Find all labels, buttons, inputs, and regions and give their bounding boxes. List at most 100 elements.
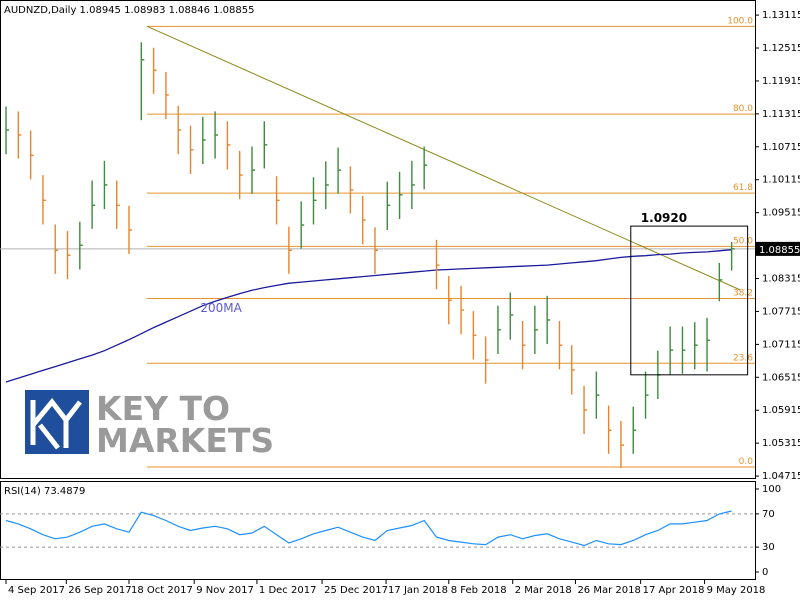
price-bar: [411, 160, 415, 210]
price-bar: [91, 180, 96, 229]
rsi-tick-label: 70: [762, 509, 775, 520]
price-bar: [251, 146, 255, 194]
rsi-tick-label: 30: [762, 542, 775, 553]
y-tick-label: 1.10115: [762, 175, 800, 186]
price-bar: [521, 321, 526, 370]
price-bar: [669, 326, 674, 375]
price-bar: [484, 336, 489, 384]
y-tick-label: 1.10715: [762, 142, 800, 153]
x-tick-label: 26 Sep 2017: [68, 585, 131, 596]
price-bar: [448, 276, 452, 325]
y-tick-label: 1.09515: [762, 208, 800, 219]
price-bar: [546, 295, 551, 345]
price-bar: [644, 371, 649, 419]
price-bar: [312, 177, 317, 225]
y-tick-label: 1.11915: [762, 76, 800, 87]
price-bar: [177, 105, 182, 155]
y-tick-label: 1.07115: [762, 339, 800, 350]
x-tick-label: 25 Dec 2017: [324, 585, 388, 596]
price-bar: [423, 146, 428, 190]
price-bar: [620, 420, 624, 469]
price-bar: [238, 150, 243, 200]
price-bar: [706, 317, 711, 372]
x-tick-label: 1 Dec 2017: [259, 585, 317, 596]
price-bar: [300, 201, 305, 249]
price-bar: [583, 385, 588, 435]
price-bar: [460, 285, 465, 335]
price-bar: [66, 231, 71, 280]
price-bar: [571, 345, 575, 395]
x-tick-label: 18 Oct 2017: [131, 585, 193, 596]
price-bar: [607, 405, 612, 454]
price-bar: [349, 166, 354, 214]
price-bar: [435, 239, 440, 290]
price-bar: [325, 161, 329, 210]
price-pane: [0, 0, 756, 479]
price-bar: [226, 121, 231, 170]
rsi-tick-label: 100: [762, 484, 781, 495]
fib-label: 23.6: [733, 353, 753, 363]
price-bar: [29, 130, 34, 180]
rsi-pane: [0, 481, 756, 580]
price-bar: [374, 227, 378, 274]
logo-glyph: [30, 398, 82, 450]
y-tick-label: 1.13115: [762, 10, 800, 21]
x-tick-label: 26 Mar 2018: [577, 585, 640, 596]
x-tick-label: 2 Mar 2018: [515, 585, 572, 596]
price-bar: [337, 147, 342, 194]
price-bar: [165, 71, 169, 120]
price-bar: [214, 111, 219, 159]
current-price-label: 1.08855: [759, 245, 800, 256]
moving-average: [5, 249, 732, 383]
x-tick-label: 9 May 2018: [707, 585, 766, 596]
y-tick-label: 1.08315: [762, 274, 800, 285]
price-bar: [632, 406, 637, 454]
fib-label: 80.0: [733, 104, 753, 114]
price-bar: [275, 176, 280, 225]
fib-label: 0.0: [739, 457, 754, 467]
y-tick-label: 1.04715: [762, 471, 800, 482]
fib-label: 100.0: [727, 16, 753, 26]
price-bar: [42, 175, 46, 225]
price-bar: [730, 242, 735, 271]
current-price-tag: [756, 241, 800, 256]
x-tick-label: 8 Feb 2018: [451, 585, 507, 596]
chart-header: AUDNZD,Daily 1.08945 1.08983 1.08846 1.0…: [4, 5, 255, 16]
price-bar: [79, 221, 83, 270]
logo: KEY TO MARKETS: [25, 389, 274, 460]
price-bar: [534, 305, 538, 354]
price-bar: [595, 371, 600, 419]
price-bar: [17, 111, 22, 159]
fib-label: 38.2: [733, 289, 753, 299]
price-bar: [472, 311, 477, 360]
price-bar: [398, 171, 403, 219]
price-bar: [116, 180, 120, 229]
price-bar: [128, 205, 133, 255]
price-bar: [202, 116, 206, 165]
y-tick-label: 1.05915: [762, 405, 800, 416]
x-tick-label: 17 Jan 2018: [388, 585, 448, 596]
rsi-tick-label: 0: [762, 567, 768, 578]
price-bar: [694, 322, 698, 370]
price-bar: [140, 42, 145, 121]
price-bar: [263, 121, 268, 169]
y-tick-label: 1.11315: [762, 109, 800, 120]
price-bar: [361, 195, 366, 245]
price-bar: [718, 262, 723, 302]
price-bar: [152, 47, 157, 94]
price-bar: [288, 226, 292, 274]
y-tick-label: 1.06515: [762, 372, 800, 383]
price-bar: [558, 321, 563, 370]
price-bar: [189, 125, 194, 174]
fib-label: 50.0: [733, 236, 753, 246]
highlight-box: [630, 225, 749, 376]
y-tick-label: 1.07715: [762, 306, 800, 317]
fib-label: 61.8: [733, 183, 753, 193]
x-tick-label: 17 Apr 2018: [643, 585, 705, 596]
rsi-title: RSI(14) 73.4879: [4, 486, 85, 497]
y-tick-label: 1.05315: [762, 438, 800, 449]
logo-text: KEY TO: [96, 389, 230, 428]
x-tick-label: 4 Sep 2017: [8, 585, 65, 596]
